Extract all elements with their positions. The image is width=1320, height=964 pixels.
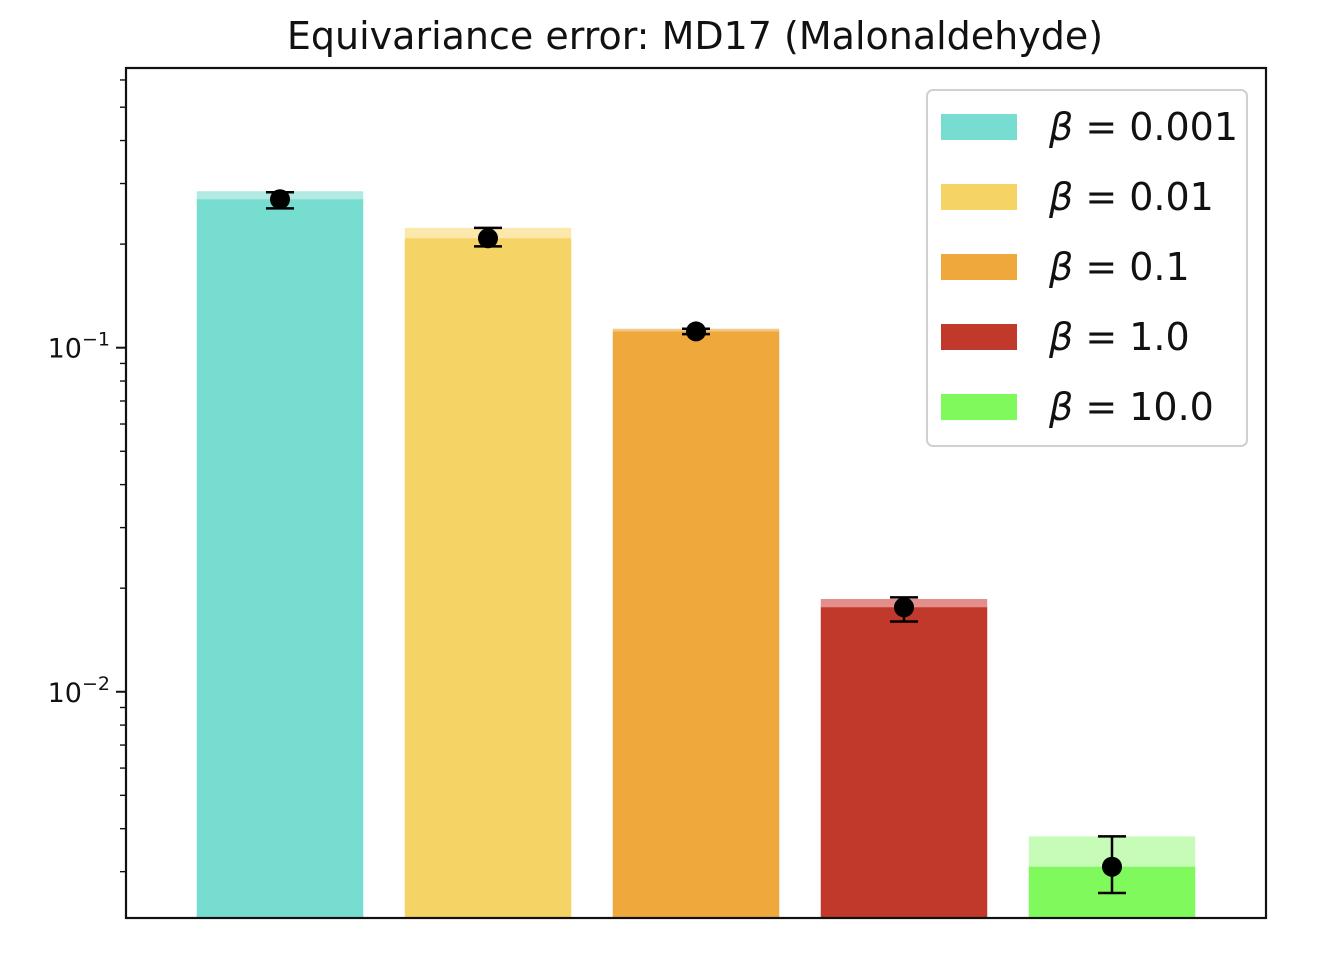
legend-swatch-3 bbox=[941, 254, 1017, 280]
y-tick-exponent: −1 bbox=[82, 329, 110, 351]
y-tick-base: 10 bbox=[48, 334, 82, 365]
legend-symbol: β = bbox=[1048, 385, 1129, 429]
bar-3 bbox=[612, 331, 780, 918]
y-tick-exponent: −2 bbox=[82, 673, 110, 695]
legend-label-1: β = 0.001 bbox=[1048, 105, 1238, 149]
legend-swatch-4 bbox=[941, 324, 1017, 350]
legend-symbol: β = bbox=[1048, 175, 1129, 219]
mean-point-3 bbox=[686, 321, 706, 342]
legend-label-2: β = 0.01 bbox=[1048, 175, 1214, 219]
mean-point-1 bbox=[270, 189, 290, 210]
legend-value: 0.1 bbox=[1129, 245, 1189, 289]
legend-swatch-1 bbox=[941, 114, 1017, 140]
legend-value: 10.0 bbox=[1129, 385, 1214, 429]
legend-label-3: β = 0.1 bbox=[1048, 245, 1190, 289]
mean-point-4 bbox=[894, 597, 914, 618]
legend-box bbox=[926, 89, 1248, 447]
legend-symbol: β = bbox=[1048, 245, 1129, 289]
y-tick-base: 10 bbox=[48, 678, 82, 709]
legend-swatch-2 bbox=[941, 184, 1017, 210]
bar-4 bbox=[820, 607, 988, 918]
mean-point-5 bbox=[1102, 856, 1122, 877]
mean-point-2 bbox=[478, 228, 498, 249]
legend-swatch-5 bbox=[941, 394, 1017, 420]
y-tick-label-1: 10−1 bbox=[48, 329, 110, 365]
legend-symbol: β = bbox=[1048, 315, 1129, 359]
chart-title: Equivariance error: MD17 (Malonaldehyde) bbox=[286, 14, 1104, 58]
error-bars-layer bbox=[266, 189, 1126, 895]
y-tick-label-2: 10−2 bbox=[48, 673, 110, 709]
legend-symbol: β = bbox=[1048, 105, 1129, 149]
legend-label-4: β = 1.0 bbox=[1048, 315, 1190, 359]
bar-1 bbox=[196, 199, 364, 918]
legend-label-5: β = 10.0 bbox=[1048, 385, 1214, 429]
legend-value: 0.001 bbox=[1129, 105, 1238, 149]
plot-frame bbox=[124, 66, 1268, 920]
bars-layer bbox=[196, 191, 1196, 919]
legend-value: 1.0 bbox=[1129, 315, 1189, 359]
y-axis: 10−110−2 bbox=[48, 79, 126, 873]
bar-2 bbox=[404, 238, 572, 919]
legend-value: 0.01 bbox=[1129, 175, 1214, 219]
